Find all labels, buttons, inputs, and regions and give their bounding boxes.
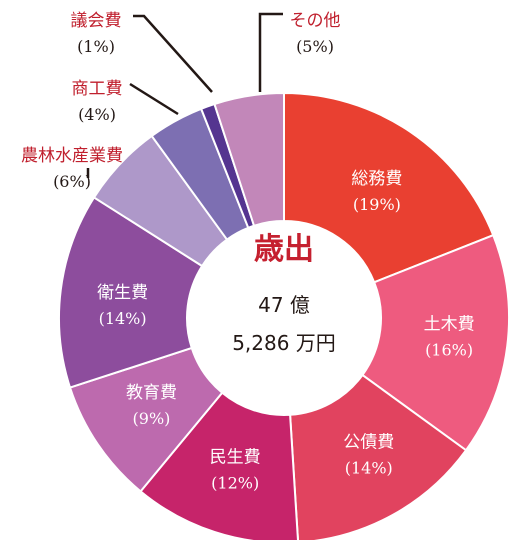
slice-pct-kyouiku: (9%) xyxy=(133,409,171,428)
slice-label-gikai: 議会費 xyxy=(71,11,122,31)
slice-soumu xyxy=(283,91,495,284)
slice-label-sonota: その他 xyxy=(290,11,341,31)
leader-line-shoukou xyxy=(129,82,179,116)
slice-label-soumu: 総務費 xyxy=(351,169,402,189)
slice-minsei xyxy=(139,391,299,540)
slice-label-kyouiku: 教育費 xyxy=(126,383,177,403)
slice-labels: 総務費 (19%) 土木費 (16%) 公債費 (14%) 民生費 (12%) 教育費 (9%) 衛… xyxy=(21,11,475,492)
leader-lines xyxy=(86,12,283,178)
slice-pct-gikai: (1%) xyxy=(77,37,115,56)
center-title: 歳出 xyxy=(254,232,314,267)
slice-pct-soumu: (19%) xyxy=(353,195,401,214)
center-amount-line1: 47 億 xyxy=(258,293,310,317)
slice-label-minsei: 民生費 xyxy=(210,447,261,467)
slice-pct-shoukou: (4%) xyxy=(78,105,116,124)
slice-label-nourin: 農林水産業費 xyxy=(21,146,123,166)
slice-pct-doboku: (16%) xyxy=(425,340,473,359)
center-amount-line2: 5,286 万円 xyxy=(232,331,336,355)
leader-line-gikai xyxy=(133,14,213,93)
slice-label-kousai: 公債費 xyxy=(343,433,394,453)
slice-kousai xyxy=(289,373,468,540)
donut-slices xyxy=(58,91,510,540)
slice-label-eisei: 衛生費 xyxy=(97,283,148,303)
slice-pct-kousai: (14%) xyxy=(345,459,393,478)
slice-eisei xyxy=(58,196,204,389)
slice-pct-nourin: (6%) xyxy=(53,172,91,191)
slice-sonota xyxy=(213,91,285,228)
slice-pct-eisei: (14%) xyxy=(99,309,147,328)
slice-label-doboku: 土木費 xyxy=(424,314,475,334)
slice-doboku xyxy=(361,233,510,452)
slice-pct-sonota: (5%) xyxy=(296,37,334,56)
leader-line-sonota xyxy=(258,12,283,92)
slice-pct-minsei: (12%) xyxy=(211,473,259,492)
slice-label-shoukou: 商工費 xyxy=(72,79,123,99)
